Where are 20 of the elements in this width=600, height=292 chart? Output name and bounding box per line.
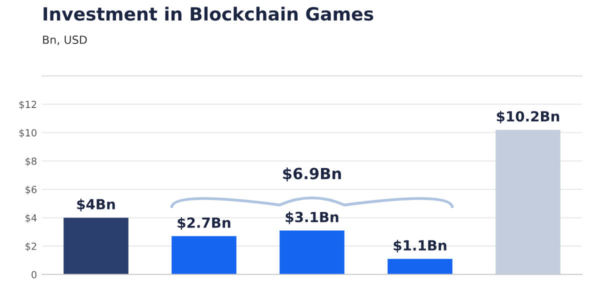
y-tick-label: $6 <box>26 186 37 195</box>
y-tick-label: $8 <box>26 157 36 166</box>
y-tick-label: $12 <box>19 100 36 110</box>
y-tick-label: $2 <box>26 242 36 252</box>
data-label: $3.1Bn <box>286 212 338 224</box>
annotation: $6.9Bn <box>283 168 341 182</box>
bar <box>280 230 344 274</box>
data-label: $1.1Bn <box>394 240 446 252</box>
chart-subtitle: Bn, USD <box>43 36 87 46</box>
y-tick-label: $10 <box>19 128 36 138</box>
chart-title: Investment in Blockchain Games <box>44 6 374 21</box>
data-label: $10.2Bn <box>496 110 560 124</box>
y-tick-label: $4 <box>26 214 37 223</box>
data-label: $2.7Bn <box>178 217 230 230</box>
data-label: $4Bn <box>77 198 115 212</box>
y-tick-label: 0 <box>32 270 36 278</box>
bar <box>64 218 128 274</box>
bar <box>172 236 236 274</box>
bar <box>388 258 452 274</box>
bar <box>496 130 560 274</box>
